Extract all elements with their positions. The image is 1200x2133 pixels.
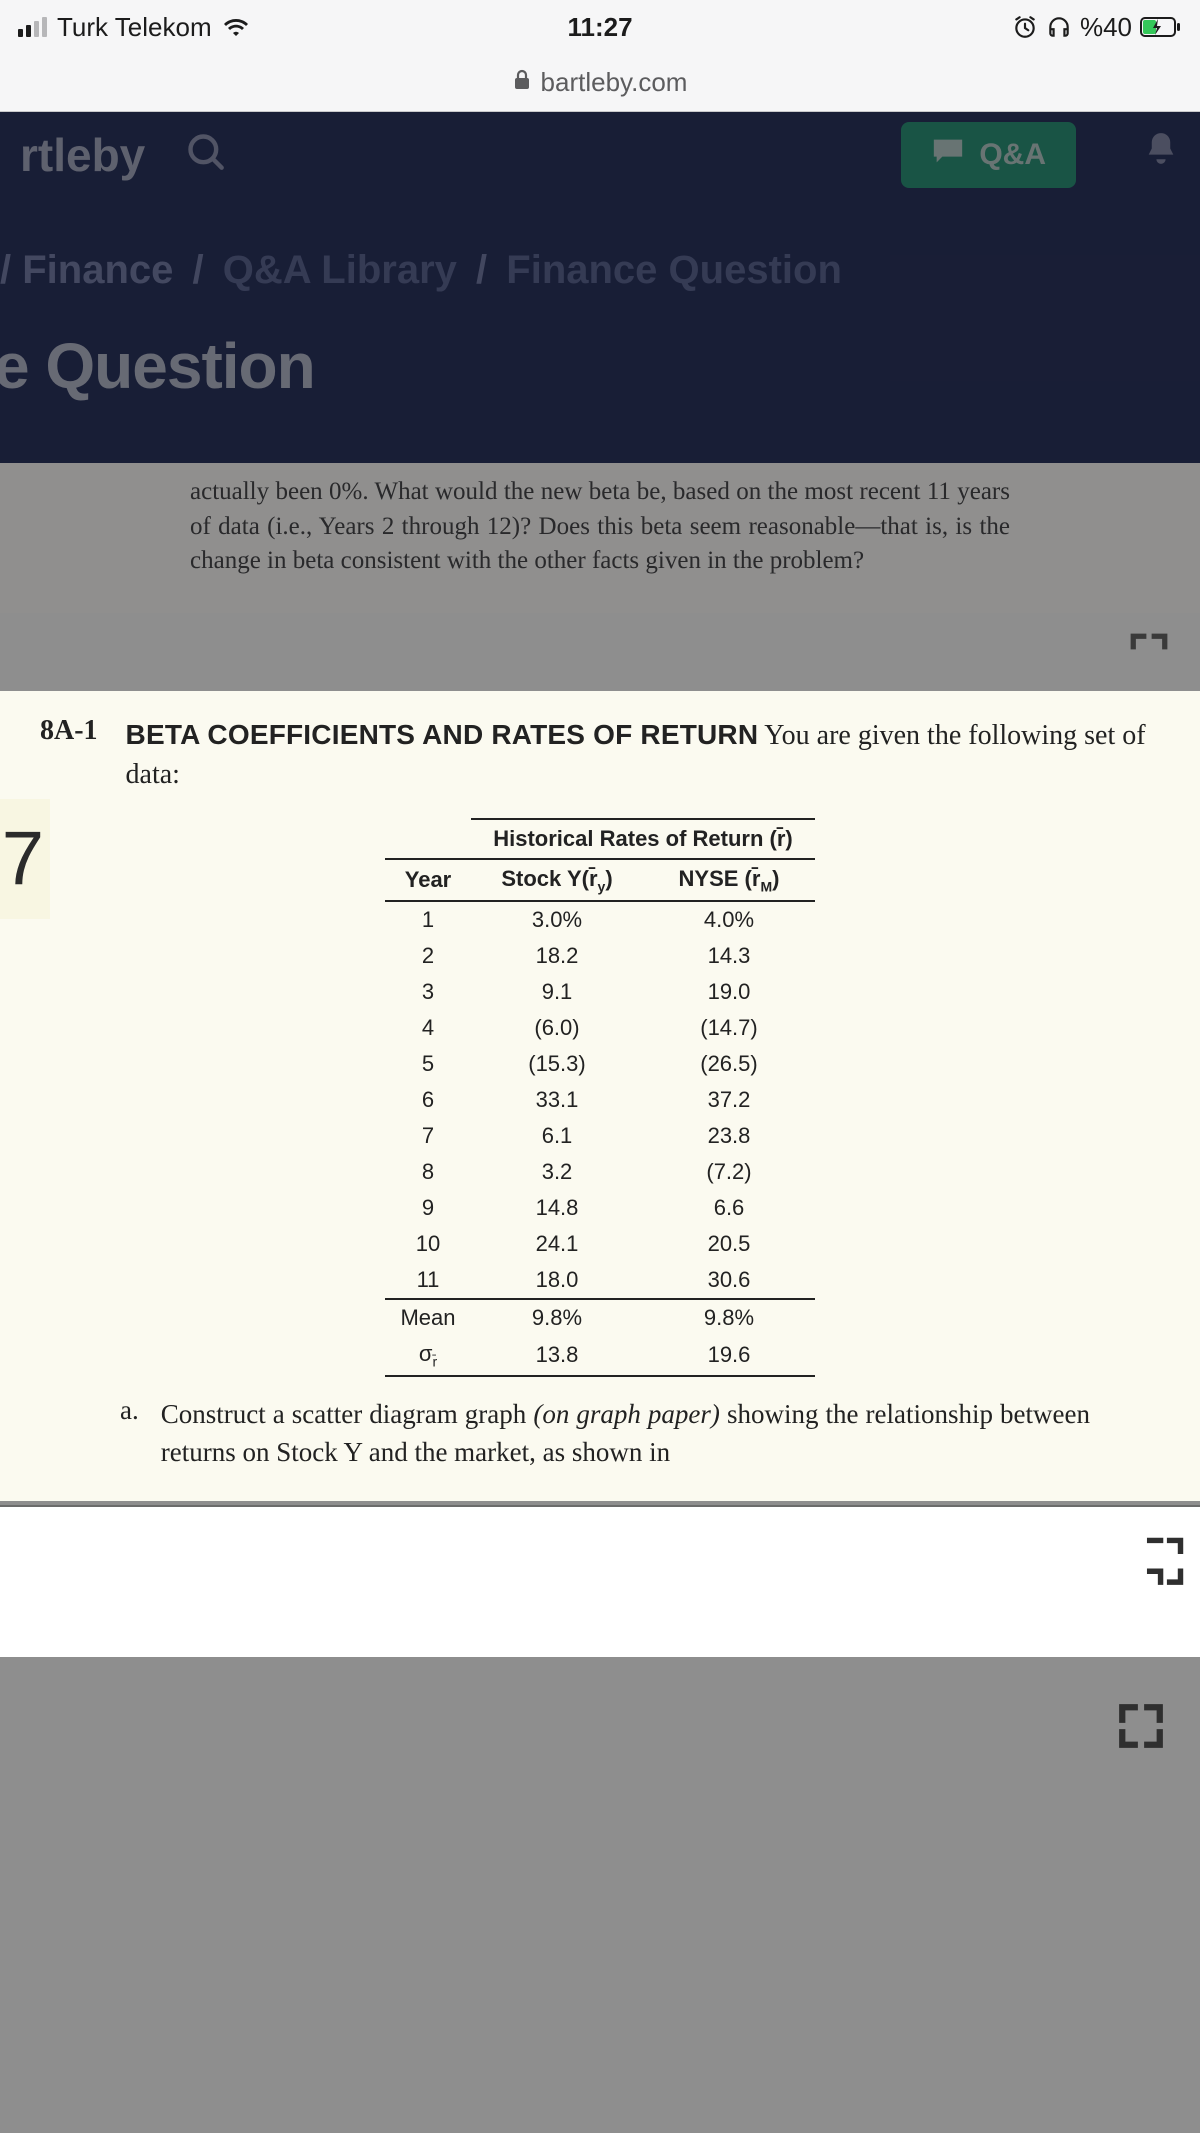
table-row: 914.86.6 [385, 1190, 815, 1226]
problem-number: 8A-1 [40, 715, 98, 747]
qa-button-label: Q&A [979, 138, 1046, 172]
breadcrumb-finance[interactable]: Finance [22, 248, 173, 292]
page-side-tab: 7 [0, 799, 50, 919]
browser-address-bar[interactable]: bartleby.com [0, 54, 1200, 112]
problem-title: BETA COEFFICIENTS AND RATES OF RETURN Yo… [126, 715, 1160, 794]
table-row: 4(6.0)(14.7) [385, 1010, 815, 1046]
textbook-excerpt: 7 8A-1 BETA COEFFICIENTS AND RATES OF RE… [0, 691, 1200, 1502]
previous-textbook-excerpt: actually been 0%. What would the new bet… [0, 463, 1200, 613]
table-row-mean: Mean9.8%9.8% [385, 1299, 815, 1336]
rates-of-return-table: Historical Rates of Return (r̄) Year Sto… [385, 818, 815, 1377]
status-time: 11:27 [567, 12, 632, 43]
table-row: 633.137.2 [385, 1082, 815, 1118]
ios-status-bar: Turk Telekom 11:27 %40 [0, 0, 1200, 54]
table-row: 83.2(7.2) [385, 1154, 815, 1190]
app-header: rtleby Q&A [0, 112, 1200, 198]
breadcrumb-qa-library[interactable]: Q&A Library [223, 248, 457, 292]
alarm-icon [1012, 14, 1038, 40]
table-row: 76.123.8 [385, 1118, 815, 1154]
expand-icon[interactable] [1128, 631, 1170, 678]
headphones-icon [1046, 14, 1072, 40]
footer-area [0, 1657, 1200, 1907]
breadcrumb-sep: / [193, 248, 204, 292]
carrier-label: Turk Telekom [57, 12, 212, 43]
status-right: %40 [633, 12, 1182, 43]
notifications-icon[interactable] [1142, 130, 1180, 180]
table-row: 218.214.3 [385, 938, 815, 974]
wifi-icon [222, 16, 250, 38]
breadcrumb: / Finance / Q&A Library / Finance Questi… [0, 248, 1190, 293]
breadcrumb-sep: / [476, 248, 487, 292]
white-gap [0, 1507, 1200, 1657]
status-left: Turk Telekom [18, 12, 567, 43]
part-a-label: a. [120, 1395, 139, 1472]
problem-part-a: a. Construct a scatter diagram graph (on… [40, 1395, 1160, 1472]
table-super-header: Historical Rates of Return (r̄) [471, 819, 815, 859]
cell-signal-icon [18, 17, 47, 37]
table-row-sigma: σr̄13.819.6 [385, 1336, 815, 1375]
col-stock-y: Stock Y(r̄y) [471, 859, 643, 901]
breadcrumb-slash: / [0, 248, 22, 292]
problem-heading: 8A-1 BETA COEFFICIENTS AND RATES OF RETU… [40, 715, 1160, 794]
table-row: 13.0%4.0% [385, 901, 815, 938]
battery-percent: %40 [1080, 12, 1132, 43]
col-nyse: NYSE (r̄M) [643, 859, 815, 901]
page-subheader: / Finance / Q&A Library / Finance Questi… [0, 198, 1200, 463]
chat-icon [931, 136, 965, 174]
gap-bar [0, 613, 1200, 691]
problem-title-bold: BETA COEFFICIENTS AND RATES OF RETURN [126, 719, 759, 750]
page-title-partial: e Question [0, 329, 1190, 403]
browser-domain: bartleby.com [541, 67, 688, 98]
part-a-text: Construct a scatter diagram graph (on gr… [161, 1395, 1090, 1472]
fullscreen-icon[interactable] [1116, 1701, 1166, 1756]
previous-excerpt-text: actually been 0%. What would the new bet… [190, 475, 1010, 579]
table-row: 5(15.3)(26.5) [385, 1046, 815, 1082]
qa-button[interactable]: Q&A [901, 122, 1076, 188]
search-icon[interactable] [185, 131, 229, 180]
breadcrumb-current: Finance Question [506, 248, 842, 292]
app-logo-partial[interactable]: rtleby [20, 128, 145, 182]
lock-icon [513, 67, 531, 98]
table-row: 1118.030.6 [385, 1262, 815, 1299]
battery-charging-icon [1140, 16, 1182, 38]
col-year: Year [385, 859, 471, 901]
collapse-icon[interactable] [1144, 1535, 1188, 1598]
table-row: 39.119.0 [385, 974, 815, 1010]
table-row: 1024.120.5 [385, 1226, 815, 1262]
